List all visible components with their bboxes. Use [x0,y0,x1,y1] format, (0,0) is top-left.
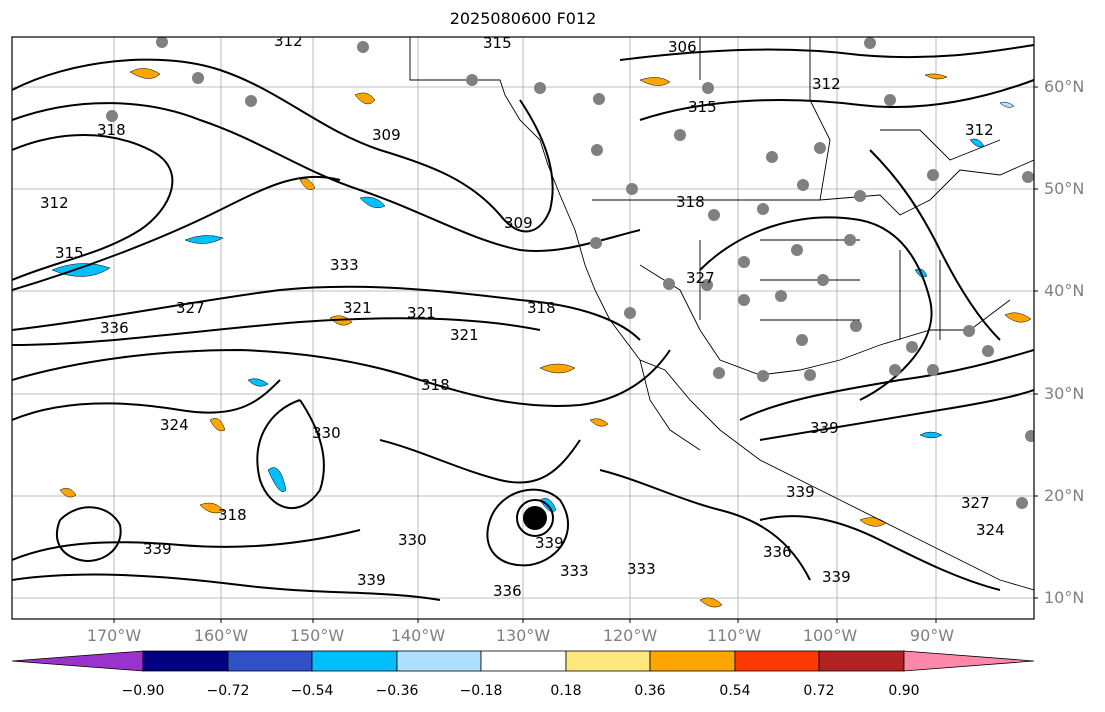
lon-label: 150°W [289,626,345,645]
colorbar-segment [734,650,820,672]
colorbar-tick-label: 0.36 [634,683,666,699]
contour-label: 339 [535,534,564,552]
contour-label: 327 [686,269,715,287]
contour-label: 318 [218,506,247,524]
contour-label: 339 [810,419,839,437]
contour-label: 336 [100,319,129,337]
contour-label: 327 [176,299,205,317]
contour-lines [12,44,1034,601]
contour-label: 309 [504,214,533,232]
contour-label: 309 [372,126,401,144]
lat-label: 10°N [1044,588,1085,607]
contour-label: 318 [97,121,126,139]
colorbar-segment [227,650,313,672]
contour-label: 324 [160,416,189,434]
lon-label: 90°W [909,626,955,645]
colorbar-tick-label: −0.54 [290,683,334,699]
contour-label: 312 [965,121,994,139]
contour-label: 339 [822,568,851,586]
contour-label: 339 [143,540,172,558]
contour-label-group: 312 315 306 312 315 312 318 309 312 309 … [40,32,1005,600]
contour-label: 312 [274,32,303,50]
lon-label: 130°W [495,626,551,645]
contour-label: 324 [976,521,1005,539]
contour-label: 318 [676,193,705,211]
colorbar-segment [480,650,567,672]
coastlines [409,37,1034,591]
contour-label: 315 [55,244,84,262]
lon-label: 100°W [802,626,858,645]
station-dots [106,37,1034,509]
lat-label: 50°N [1044,179,1085,198]
map-panel: 312 315 306 312 315 312 318 309 312 309 … [12,32,1034,619]
lon-label: 110°W [706,626,762,645]
lon-label: 170°W [86,626,142,645]
lon-label: 160°W [193,626,249,645]
contour-label: 306 [668,38,697,56]
contour-label: 318 [421,376,450,394]
lat-label: 30°N [1044,384,1085,403]
colorbar-segment [818,650,905,672]
colorbar-segment [903,650,1035,672]
colorbar-tick-label: −0.72 [206,683,250,699]
contour-label: 321 [450,326,479,344]
colorbar-segment [142,650,229,672]
map-title: 2025080600 F012 [449,9,597,28]
colorbar-segment [311,650,398,672]
contour-label: 336 [493,582,522,600]
contour-label: 330 [398,531,427,549]
colorbar-tick-label: 0.72 [803,683,835,699]
contour-label: 339 [357,571,386,589]
contour-label: 327 [961,494,990,512]
lon-label: 140°W [390,626,446,645]
colorbar-segment [11,650,144,672]
colorbar-segment [565,650,651,672]
contour-label: 336 [763,543,792,561]
colorbar-tick-label: 0.18 [550,683,582,699]
colorbar-tick-label: 0.90 [888,683,920,699]
lat-label: 40°N [1044,281,1085,300]
colorbar-segment [396,650,482,672]
contour-label: 315 [688,98,717,116]
contour-label: 321 [407,304,436,322]
lat-label: 60°N [1044,77,1085,96]
colorbar-tick-label: −0.90 [121,683,165,699]
colorbar-tick-label: 0.54 [719,683,751,699]
colorbar-tick-label: −0.36 [375,683,419,699]
graticule [12,37,1034,619]
contour-label: 312 [40,194,69,212]
contour-label: 321 [343,299,372,317]
contour-label: 312 [812,75,841,93]
contour-label: 333 [330,256,359,274]
contour-label: 333 [627,560,656,578]
colorbar-segment [649,650,736,672]
contour-label: 333 [560,562,589,580]
cyclone-center [523,506,547,530]
contour-label: 339 [786,483,815,501]
contour-label: 315 [483,34,512,52]
axis-ticks [113,86,1038,623]
contour-label: 330 [312,424,341,442]
colorbar-tick-label: −0.18 [459,683,503,699]
lon-label: 120°W [602,626,658,645]
lat-label: 20°N [1044,486,1085,505]
contour-label: 318 [527,299,556,317]
colorbar [11,650,1035,672]
